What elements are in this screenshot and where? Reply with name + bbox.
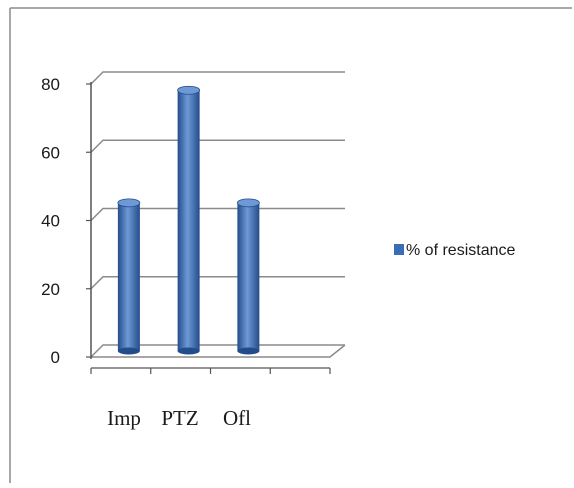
legend-label: % of resistance bbox=[406, 242, 515, 259]
y-tick-labels: 0 20 40 60 80 bbox=[41, 75, 60, 367]
bar-body bbox=[237, 202, 260, 351]
x-tick-labels: Imp PTZ Ofl bbox=[107, 406, 251, 430]
bar-base bbox=[117, 347, 140, 355]
bar-base bbox=[237, 347, 260, 355]
legend: % of resistance bbox=[394, 242, 515, 259]
gridlines bbox=[90, 71, 346, 358]
gridline bbox=[90, 207, 345, 222]
gridline bbox=[90, 276, 345, 290]
y-tick-label: 80 bbox=[41, 75, 60, 94]
x-tick-label: Ofl bbox=[223, 406, 251, 430]
bar-ofl bbox=[236, 198, 260, 355]
bar-cap bbox=[117, 198, 141, 208]
bar-cap bbox=[177, 85, 201, 95]
gridline bbox=[90, 139, 345, 153]
bar-cap bbox=[236, 198, 260, 208]
bar-imp bbox=[117, 198, 141, 355]
gridline bbox=[90, 344, 345, 358]
y-tick-label: 40 bbox=[41, 212, 60, 231]
legend-swatch bbox=[394, 244, 404, 255]
bar-body bbox=[117, 202, 140, 351]
floor-edge bbox=[91, 344, 346, 358]
y-tick-label: 0 bbox=[51, 348, 60, 367]
gridline bbox=[90, 71, 345, 85]
x-tick-label: Imp bbox=[107, 406, 141, 430]
x-tick-label: PTZ bbox=[161, 406, 198, 430]
bar-ptz bbox=[177, 85, 201, 355]
y-tick-label: 60 bbox=[41, 143, 60, 162]
y-tick-label: 20 bbox=[41, 280, 60, 299]
bar-body bbox=[177, 90, 200, 352]
bar-base bbox=[177, 347, 200, 355]
bars bbox=[117, 85, 260, 355]
axes bbox=[86, 82, 331, 374]
